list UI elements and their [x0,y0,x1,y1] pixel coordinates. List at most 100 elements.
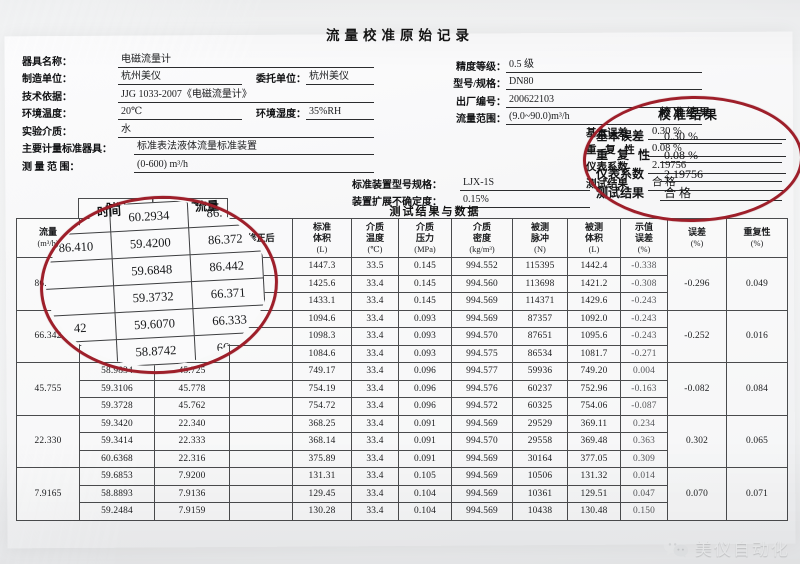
field-value-measurement-range[interactable]: (0-600) m³/h [134,159,374,173]
table-row: 45.755 58.9834 45.725 749.17 33.4 0.096 994.57… [16,362,788,416]
calibration-value-verdict[interactable]: 合 格 [648,177,786,191]
field-value-std-device-model[interactable]: LJX-1S [460,177,590,191]
cell-measured-pulse: 29529 [512,414,568,433]
field-label: 出厂编号： [456,96,506,108]
cell-medium-density: 994.560 [451,274,513,293]
calibration-result-box: 校准结果 基本误差 0.30 % 重 复 性 0.08 % 仪表系数 2.197… [586,104,786,191]
cell-standard-volume: 1084.6 [292,344,352,363]
cell-measured-pulse: 29558 [512,432,568,451]
cell-medium-temperature: 33.4 [351,502,399,521]
cell-corrected [229,362,293,381]
cell-error: -0.082 [667,362,727,416]
col-header-repeatability: 重复性 (%) [726,218,788,258]
cell-time: 60.2934 [79,257,155,276]
cell-medium-density: 994.570 [451,432,513,451]
cell-medium-density: 994.569 [451,449,513,468]
cell-measured-volume: 1095.6 [567,327,621,346]
cell-flow: 7.9136 [154,484,230,503]
cell-error: 0.070 [667,467,727,521]
cell-standard-volume: 749.17 [292,362,352,381]
cell-medium-pressure: 0.096 [398,379,452,398]
calibration-row-repeatability: 重 复 性 0.08 % [586,140,786,157]
field-value-test-medium[interactable]: 水 [118,124,374,138]
cell-standard-volume: 754.72 [292,397,352,416]
calibration-value-meter-factor[interactable]: 2.19756 [648,160,786,174]
cell-corrected [229,414,293,433]
calibration-value-repeatability[interactable]: 0.08 % [648,143,786,157]
cell-measured-pulse: 60325 [512,397,568,416]
cell-repeatability: 0.084 [726,362,788,416]
cell-medium-pressure: 0.091 [398,432,452,451]
field-value-standard-equipment[interactable]: 标准表法液体流量标准装置 [134,141,374,155]
field-label: 型号/规格： [453,79,506,90]
cell-measured-volume: 752.96 [567,379,621,398]
cell-error: -0.252 [667,309,727,363]
cell-measured-pulse: 60237 [512,379,568,398]
table-row: 22.330 59.3420 22.340 368.25 33.4 0.091 994.56… [16,414,788,468]
cell-indication-error: -0.243 [620,309,668,328]
cell-flow: 45.725 [154,362,230,381]
cell-medium-density: 994.569 [451,502,513,521]
cell-measured-volume: 1092.0 [567,309,621,328]
field-value-model-spec[interactable]: DN80 [506,76,702,90]
cell-flow: 66.371 [154,309,230,328]
table-row: 66.342 59.3732 66.371 1094.6 33.4 0.093 994.56… [16,309,788,363]
cell-flow: 7.9200 [154,467,230,486]
field-row-instrument-name: 器具名称： 电磁流量计 [22,50,374,68]
watermark: 美仪自动化 [663,535,790,560]
field-row-standard-equipment: 主要计量标准器具： 标准表法液体流量标准装置 [22,138,374,155]
field-value-instrument-name[interactable]: 电磁流量计 [118,54,374,68]
cell-time: 59.3414 [79,432,155,451]
cell-measured-volume: 129.51 [567,484,621,503]
field-label: 实验介质： [22,126,72,138]
cell-repeatability: 0.049 [726,257,788,311]
col-header-time: (s) [79,218,155,258]
cell-corrected [229,432,293,451]
cell-medium-pressure: 0.104 [398,502,452,521]
cell-indication-error: 0.234 [620,414,668,433]
col-header-measured-volume: 被测 体积 (L) [567,218,621,258]
calibration-value-basic-error[interactable]: 0.30 % [648,126,786,140]
cell-measured-pulse: 10506 [512,467,568,486]
cell-measured-pulse: 10438 [512,502,568,521]
field-label: 标准装置型号规格： [352,179,442,191]
cell-medium-pressure: 0.105 [398,467,452,486]
cell-flow: 22.316 [154,449,230,468]
cell-medium-temperature: 33.4 [351,362,399,381]
cell-measured-volume: 377.05 [567,449,621,468]
table-row: 7.9165 59.6853 7.9200 131.31 33.4 0.105 994.56… [16,467,788,521]
field-value-accuracy-class[interactable]: 0.5 级 [506,59,702,73]
field-value-technical-basis[interactable]: JJG 1033-2007《电磁流量计》 [118,89,374,103]
field-value-humidity[interactable]: 35%RH [306,106,374,120]
cell-indication-error: 0.004 [620,362,668,381]
cell-standard-volume: 368.14 [292,432,352,451]
cell-flow: 86.442 [154,292,230,311]
field-value-manufacturer[interactable]: 杭州美仪 [118,71,242,85]
cell-repeatability: 0.065 [726,414,788,468]
cell-indication-error: -0.271 [620,344,668,363]
cell-standard-volume: 130.28 [292,502,352,521]
field-label: 制造单位： [22,74,72,85]
field-row-test-medium: 实验介质： 水 [22,120,374,138]
col-header-flow: (m³/h) [154,218,230,258]
cell-measured-volume: 749.20 [567,362,621,381]
wechat-icon [663,537,689,559]
cell-corrected [229,292,293,311]
section-label-test-results: 测试结果与数据 [389,206,481,218]
cell-flow: 86.417 [154,257,230,276]
cell-time: 59.2484 [79,502,155,521]
cell-medium-temperature: 33.5 [351,257,399,276]
header-left-column: 器具名称： 电磁流量计 制造单位： 杭州美仪 委托单位： 杭州美仪 技术依据： … [22,50,374,173]
cell-medium-temperature: 33.4 [351,414,399,433]
cell-flow: 86.372 [154,274,230,293]
col-header-error: 误差 (%) [667,218,727,258]
cell-standard-volume: 1094.6 [292,309,352,328]
cell-measured-pulse: 115395 [512,257,568,276]
cell-measured-volume: 754.06 [567,397,621,416]
field-value-client[interactable]: 杭州美仪 [306,71,374,85]
field-label: 技术依据： [22,91,72,103]
field-value-ambient-temperature[interactable]: 20℃ [118,106,242,120]
cell-flow-rate-group: 22.330 [16,414,80,468]
cell-medium-temperature: 33.4 [351,484,399,503]
